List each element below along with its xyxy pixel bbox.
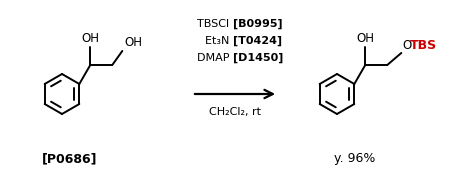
Text: y. 96%: y. 96% [334,152,375,165]
Text: TBSCl: TBSCl [197,19,232,29]
Text: DMAP: DMAP [197,53,232,63]
Text: O: O [401,39,411,52]
Text: [T0424]: [T0424] [232,36,281,46]
Text: OH: OH [124,36,142,49]
Text: [D1450]: [D1450] [232,53,283,63]
Text: [B0995]: [B0995] [232,19,282,29]
Text: OH: OH [81,32,99,45]
Text: OH: OH [355,32,373,45]
Text: [P0686]: [P0686] [42,152,97,165]
Text: CH₂Cl₂, rt: CH₂Cl₂, rt [208,107,260,117]
Text: TBS: TBS [410,39,437,52]
Text: Et₃N: Et₃N [205,36,232,46]
